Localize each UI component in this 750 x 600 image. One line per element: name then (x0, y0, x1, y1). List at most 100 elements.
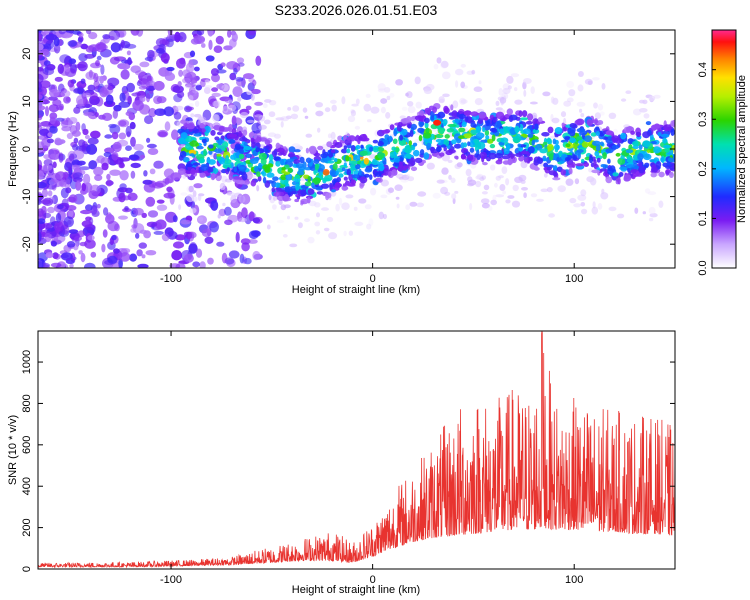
spectral-blob (50, 240, 58, 247)
spectral-blob (625, 149, 634, 154)
snr-series-line (38, 331, 675, 569)
spectral-blob (438, 98, 445, 104)
spectral-blob (518, 174, 527, 182)
spectral-blob (294, 216, 299, 220)
spectral-blob (451, 193, 457, 200)
x-tick-label: -100 (160, 273, 182, 285)
spectral-blob (559, 160, 565, 164)
spectral-blob (47, 206, 55, 214)
spectral-blob (602, 152, 607, 160)
spectral-blob (463, 110, 472, 117)
spectral-blob (314, 163, 319, 171)
spectral-blob (615, 152, 621, 157)
spectral-blob (41, 48, 50, 56)
spectral-blob (467, 141, 471, 147)
spectral-blob (467, 154, 474, 161)
spectral-blob (407, 101, 414, 107)
spectral-blob (234, 143, 241, 151)
spectral-blob (226, 126, 233, 131)
spectral-blob (102, 229, 108, 238)
spectral-blob (83, 112, 94, 117)
spectral-blob (350, 145, 356, 152)
spectral-blob (66, 241, 76, 248)
spectral-blob (438, 127, 445, 135)
spectral-blob (415, 101, 422, 109)
colorbar-tick-label: 0.4 (697, 62, 709, 77)
spectral-blob (192, 162, 201, 166)
y-tick-label: 200 (21, 518, 33, 536)
spectral-blob (66, 132, 73, 140)
spectral-blob (372, 139, 379, 144)
spectral-blob (392, 138, 398, 145)
spectral-blob (95, 60, 100, 67)
spectral-blob (253, 133, 257, 140)
spectral-blob (377, 83, 386, 91)
spectral-blob (343, 145, 348, 150)
spectral-blob (264, 166, 271, 174)
spectral-blob (478, 111, 487, 119)
spectral-blob (38, 105, 46, 111)
spectral-blob (569, 137, 576, 144)
spectral-blob (158, 43, 166, 55)
spectral-blob (523, 156, 528, 163)
spectral-blob (591, 140, 601, 146)
spectral-blob (305, 157, 312, 164)
spectral-blob (568, 167, 573, 175)
spectral-blob (370, 187, 377, 196)
spectral-blob (477, 141, 486, 150)
spectral-blob (495, 100, 500, 106)
spectral-blob (366, 223, 372, 230)
spectral-blob (246, 90, 252, 95)
spectral-blob (171, 129, 179, 140)
spectral-blob (72, 30, 82, 35)
spectral-blob (430, 146, 435, 154)
spectral-blob (295, 163, 304, 169)
spectral-blob (273, 196, 278, 201)
spectral-blob (553, 144, 560, 150)
spectral-blob (228, 104, 237, 112)
spectral-blob (61, 126, 72, 132)
spectral-blob (253, 110, 263, 121)
spectral-blob (531, 139, 535, 146)
spectral-blob (163, 192, 176, 199)
spectral-blob (377, 152, 385, 159)
spectral-blob (224, 98, 233, 104)
spectral-blob (322, 169, 330, 176)
spectral-blob (470, 111, 479, 117)
spectral-blob (154, 108, 167, 116)
spectral-blob (537, 117, 543, 123)
spectral-blob (401, 106, 408, 111)
spectral-blob (173, 111, 182, 120)
spectral-blob (250, 137, 255, 142)
spectral-blob (139, 229, 148, 234)
spectral-blob (41, 189, 49, 198)
spectral-blob (665, 165, 671, 170)
spectral-blob (315, 230, 321, 235)
spectral-blob (67, 166, 72, 175)
spectral-blob (521, 110, 528, 118)
spectral-blob (320, 183, 330, 189)
spectral-blob (478, 80, 482, 85)
spectral-blob (414, 76, 421, 85)
spectral-blob (497, 157, 503, 162)
spectral-blob (670, 128, 675, 136)
spectral-blob (250, 179, 257, 187)
spectral-blob (317, 145, 324, 151)
spectral-blob (113, 248, 120, 254)
spectral-blob (236, 57, 245, 64)
spectral-blob (361, 137, 370, 142)
spectral-blob (460, 99, 468, 104)
spectral-blob (78, 250, 83, 255)
spectral-blob (251, 122, 262, 134)
spectral-blob (442, 93, 450, 98)
spectral-blob (609, 171, 614, 177)
spectral-blob (251, 230, 261, 238)
spectral-blob (345, 155, 350, 162)
spectral-blob (436, 57, 442, 64)
spectral-blob (56, 105, 64, 111)
spectral-blob (80, 209, 92, 215)
spectral-blob (548, 213, 555, 218)
spectral-blob (367, 119, 372, 123)
spectral-blob (106, 173, 111, 180)
spectral-blob (275, 160, 281, 167)
